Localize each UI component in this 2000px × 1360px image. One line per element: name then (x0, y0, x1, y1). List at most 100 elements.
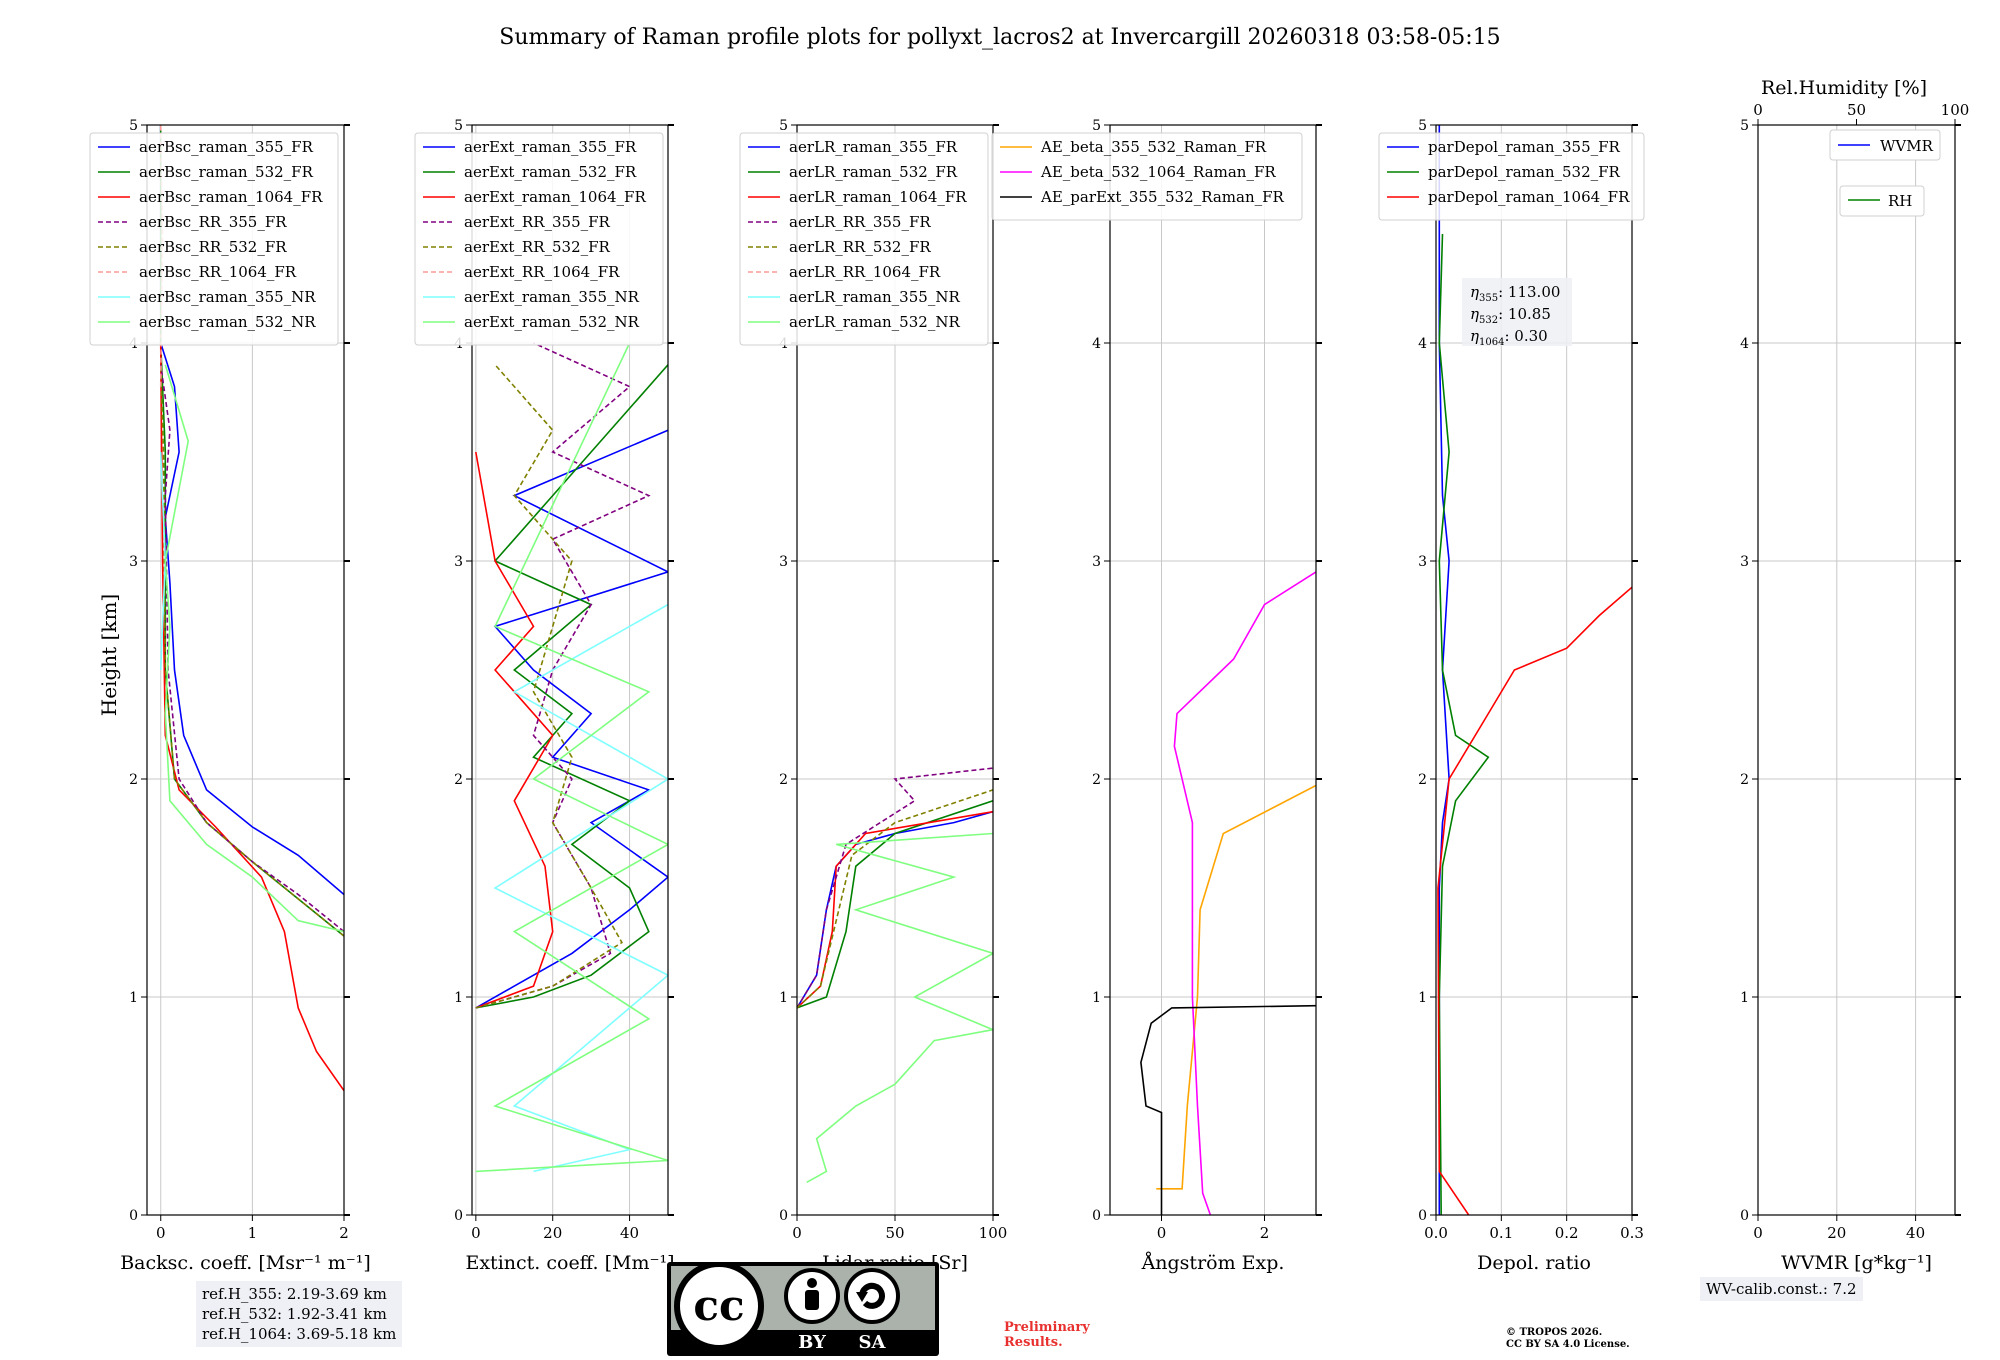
legend-entry: WVMR (1880, 137, 1934, 155)
legend-entry: aerExt_raman_532_NR (464, 313, 640, 331)
y-tick-label: 5 (129, 118, 138, 134)
legend-box (1378, 132, 1645, 221)
y-tick-label: 3 (779, 554, 788, 570)
ref-height-355: ref.H_355: 2.19-3.69 km (202, 1285, 387, 1303)
panel-ext: 02040012345Extinct. coeff. [Mm⁻¹]aerExt_… (414, 118, 675, 1274)
ref-height-532: ref.H_532: 1.92-3.41 km (202, 1305, 387, 1323)
legend-entry: aerBsc_RR_1064_FR (139, 263, 297, 281)
y-tick-label: 0 (1740, 1208, 1749, 1224)
y-tick-label: 2 (1740, 772, 1749, 788)
top-tick-label: 100 (1941, 101, 1970, 119)
y-tick-label: 0 (1092, 1208, 1101, 1224)
x-tick-label: 0.3 (1620, 1224, 1644, 1242)
eta-532: η532: 10.85 (1470, 305, 1551, 326)
legend-entry: aerBsc_RR_355_FR (139, 213, 287, 231)
figure-title: Summary of Raman profile plots for polly… (499, 25, 1500, 50)
y-tick-label: 2 (454, 772, 463, 788)
legend-box (991, 132, 1303, 221)
wv-calib-box: WV-calib.const.: 7.2 (1700, 1277, 1863, 1301)
y-tick-label: 1 (1092, 990, 1101, 1006)
y-tick-label: 5 (1418, 118, 1427, 134)
x-tick-label: 0 (471, 1224, 481, 1242)
axes-frame (471, 124, 669, 1216)
series-aerExt_raman_355_FR (475, 429, 668, 1009)
x-tick-label: 0.0 (1424, 1224, 1448, 1242)
rh-axis-label: Rel.Humidity [%] (1761, 77, 1927, 99)
legend-entry: AE_beta_532_1064_Raman_FR (1040, 163, 1276, 181)
legend-entry: aerBsc_raman_532_NR (139, 313, 316, 331)
legend-entry: aerBsc_raman_355_NR (139, 288, 316, 306)
y-tick-label: 4 (1092, 336, 1101, 352)
legend-entry: aerLR_raman_355_FR (789, 138, 958, 156)
y-tick-label: 3 (1418, 554, 1427, 570)
x-tick-label: 0 (1753, 1224, 1763, 1242)
series-parDepol_raman_532_FR (1438, 233, 1490, 1215)
x-tick-label: 0 (1157, 1224, 1167, 1242)
legend-box-rh (1839, 185, 1925, 217)
x-axis-label: Depol. ratio (1477, 1252, 1591, 1274)
y-tick-label: 2 (1092, 772, 1101, 788)
copyright-line-2: CC BY SA 4.0 License. (1506, 1339, 1630, 1350)
x-tick-label: 0 (792, 1224, 802, 1242)
series-aerExt_raman_532_NR (475, 342, 668, 1173)
legend-entry: parDepol_raman_1064_FR (1428, 188, 1630, 206)
eta-355: η355: 113.00 (1470, 283, 1560, 304)
legend-entry: RH (1888, 192, 1912, 210)
legend-entry: aerBsc_raman_355_FR (139, 138, 314, 156)
series-AE_parExt_355_532_Raman_FR (1140, 1004, 1316, 1215)
series-AE_beta_355_532_Raman_FR (1156, 784, 1316, 1190)
x-tick-label: 20 (1827, 1224, 1846, 1242)
legend-entry: aerExt_raman_355_NR (464, 288, 640, 306)
legend-entry: aerLR_raman_532_FR (789, 163, 958, 181)
axes-frame (1109, 124, 1317, 1216)
series-group (1437, 125, 1632, 1215)
series-aerBsc_RR_355_FR (159, 364, 344, 933)
series-group (1140, 571, 1316, 1215)
y-tick-label: 0 (129, 1208, 138, 1224)
cc-mark: cc (693, 1281, 744, 1330)
y-tick-label: 2 (779, 772, 788, 788)
legend-box (414, 132, 664, 346)
legend-entry: aerLR_RR_532_FR (789, 238, 931, 256)
axes-frame (1435, 124, 1633, 1216)
y-tick-label: 1 (454, 990, 463, 1006)
legend-entry: aerLR_raman_355_NR (789, 288, 960, 306)
legend-entry: aerBsc_RR_532_FR (139, 238, 287, 256)
panel-ae: 0 2 0 1 2 3 4 5 Ångström Exp. AE_beta_355_532_Ram… (991, 118, 1322, 1274)
y-tick-label: 2 (1418, 772, 1427, 788)
series-aerBsc_raman_1064_FR (159, 342, 344, 1092)
x-tick-label: 40 (620, 1224, 639, 1242)
y-tick-label: 5 (1740, 118, 1749, 134)
legend-entry: aerExt_RR_532_FR (464, 238, 611, 256)
x-axis-label: Extinct. coeff. [Mm⁻¹] (465, 1252, 674, 1274)
series-parDepol_raman_1064_FR (1437, 586, 1632, 1215)
panel-bsc: 012012345Backsc. coeff. [Msr⁻¹ m⁻¹]aerBs… (89, 118, 371, 1274)
legend-entry: AE_beta_355_532_Raman_FR (1040, 138, 1267, 156)
x-tick-label: 0.2 (1555, 1224, 1579, 1242)
y-tick-label: 2 (129, 772, 138, 788)
y-tick-label: 1 (129, 990, 138, 1006)
axes-frame (796, 124, 994, 1216)
legend-entry: aerExt_RR_1064_FR (464, 263, 620, 281)
eta-1064: η1064: 0.30 (1470, 327, 1548, 348)
series-aerBsc_raman_355_FR (159, 125, 344, 896)
legend-box-wvmr (1829, 129, 1941, 161)
series-aerBsc_raman_532_NR (164, 364, 344, 933)
series-aerExt_RR_355_FR (475, 342, 651, 1009)
y-tick-label: 3 (1740, 554, 1749, 570)
legend-box (89, 132, 339, 346)
panel-depol: 0.0 0.1 0.2 0.3 0 1 2 3 4 5 Depol. ratio parDepol_r… (1378, 118, 1645, 1274)
y-tick-label: 0 (779, 1208, 788, 1224)
share-alike-icon (844, 1268, 900, 1324)
y-tick-label: 3 (1092, 554, 1101, 570)
legend-entry: AE_parExt_355_532_Raman_FR (1040, 188, 1285, 206)
y-tick-label: 4 (1418, 336, 1427, 352)
x-tick-label: 2 (339, 1224, 349, 1242)
y-tick-label: 5 (1092, 118, 1101, 134)
legend-entry: aerBsc_raman_532_FR (139, 163, 314, 181)
x-tick-label: 0 (156, 1224, 166, 1242)
legend-entry: aerLR_raman_532_NR (789, 313, 960, 331)
by-label: BY (798, 1332, 827, 1353)
sa-label: SA (859, 1332, 887, 1353)
